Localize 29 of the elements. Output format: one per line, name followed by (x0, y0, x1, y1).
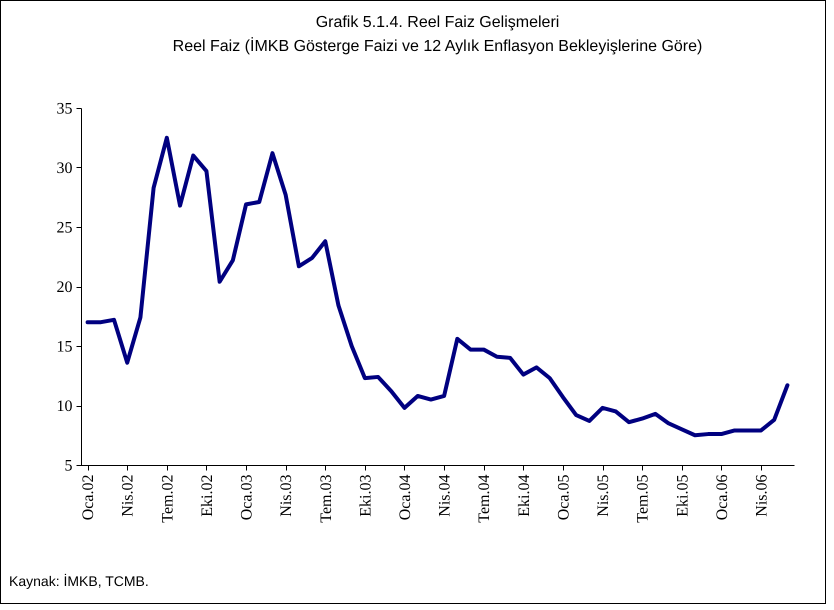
y-tick-label: 30 (56, 160, 72, 177)
x-tick-label: Tem.03 (318, 474, 335, 523)
x-tick-label: Oca.06 (714, 474, 731, 520)
chart-subtitle: Reel Faiz (İMKB Gösterge Faizi ve 12 Aylık Enflasyon Bekleyişlerine Göre) (172, 37, 702, 55)
y-tick-label: 20 (56, 279, 72, 296)
x-tick-label: Eki.02 (198, 474, 216, 517)
x-tick-label: Oca.05 (555, 474, 572, 520)
y-tick-label: 10 (56, 398, 72, 415)
y-tick-label: 35 (56, 100, 72, 118)
y-tick-label: 5 (64, 458, 72, 474)
x-tick-label: Nis.02 (120, 474, 137, 517)
x-tick-label: Eki.05 (674, 474, 692, 517)
chart-title: Grafik 5.1.4. Reel Faiz Gelişmeleri (316, 14, 560, 31)
text: Kaynak: İMKB, TCMB. (9, 573, 149, 589)
line-series (86, 136, 790, 438)
x-tick-label: Oca.04 (396, 474, 414, 520)
x-tick-label: Nis.03 (278, 474, 296, 517)
x-tick-label: Nis.06 (753, 474, 770, 517)
x-tick-label: Nis.04 (436, 474, 454, 517)
x-tick-label: Nis.05 (595, 474, 612, 517)
x-tick-label: Tem.02 (159, 474, 176, 523)
x-tick-label: Tem.05 (634, 474, 652, 523)
x-tick-label: Oca.02 (80, 474, 98, 520)
y-tick-label: 15 (56, 338, 72, 356)
y-tick-label: 25 (56, 220, 72, 236)
x-tick-label: Oca.03 (238, 474, 256, 520)
x-tick-label: Eki.03 (357, 474, 374, 517)
x-tick-label: Tem.04 (476, 474, 494, 523)
x-tick-label: Eki.04 (516, 474, 533, 517)
